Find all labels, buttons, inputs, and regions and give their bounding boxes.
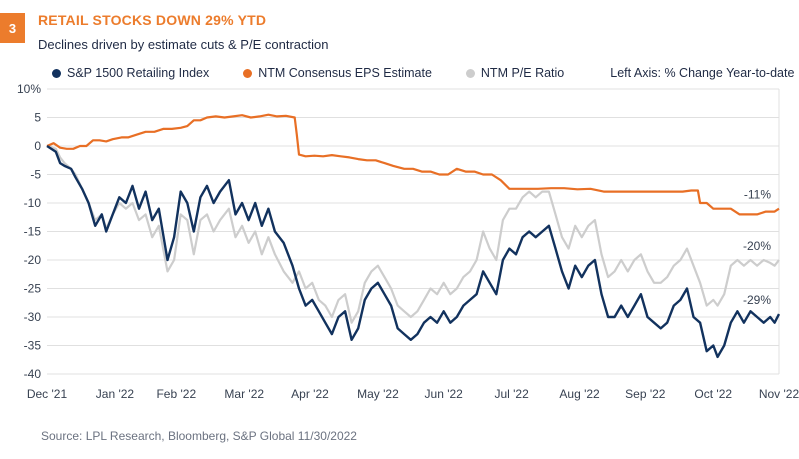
legend-dot-eps: [243, 68, 253, 78]
figure-number-badge: 3: [0, 13, 25, 43]
end-label-eps: -11%: [744, 188, 771, 202]
y-tick-label: 5: [34, 111, 41, 125]
x-tick-label: Sep '22: [625, 387, 666, 401]
legend-label-eps: NTM Consensus EPS Estimate: [258, 66, 432, 80]
x-tick-label: Jun '22: [425, 387, 464, 401]
end-label-layer: -11% -20% -29%: [743, 188, 771, 307]
x-tick-label: Jan '22: [96, 387, 135, 401]
x-tick-label: Aug '22: [559, 387, 600, 401]
chart-title: RETAIL STOCKS DOWN 29% YTD: [38, 12, 267, 28]
y-tick-label: -25: [24, 282, 42, 296]
x-tick-label: Dec '21: [27, 387, 68, 401]
x-tick-label: Oct '22: [694, 387, 732, 401]
x-tick-label: Feb '22: [156, 387, 196, 401]
legend-dot-sp1500: [52, 68, 61, 78]
y-tick-label: -5: [30, 168, 41, 182]
legend-item-eps: NTM Consensus EPS Estimate: [243, 66, 432, 80]
legend-label-sp1500: S&P 1500 Retailing Index: [67, 66, 210, 80]
y-tick-label: -35: [24, 339, 42, 353]
legend-axis-note: Left Axis: % Change Year-to-date: [610, 66, 795, 80]
series-layer: [46, 113, 781, 359]
chart-subtitle: Declines driven by estimate cuts & P/E c…: [38, 37, 329, 52]
legend-item-sp1500: S&P 1500 Retailing Index: [52, 66, 209, 80]
x-tick-label: May '22: [357, 387, 399, 401]
y-tick-label: -10: [24, 196, 42, 210]
chart-legend: S&P 1500 Retailing Index NTM Consensus E…: [52, 66, 794, 80]
y-tick-label: -40: [24, 367, 42, 381]
y-tick-label: -20: [24, 253, 42, 267]
x-tick-label: Nov '22: [759, 387, 799, 401]
end-label-pe: -20%: [743, 239, 771, 253]
grid-layer: [47, 88, 780, 375]
y-tick-label: 0: [34, 139, 41, 153]
y-tick-label: -15: [24, 225, 42, 239]
legend-label-pe: NTM P/E Ratio: [480, 66, 565, 80]
y-tick-label: 10%: [17, 82, 41, 96]
x-tick-label: Apr '22: [291, 387, 329, 401]
series-line-sp1500: [46, 144, 781, 359]
y-tick-label: -30: [24, 310, 42, 324]
series-line-pe: [46, 144, 780, 324]
source-note: Source: LPL Research, Bloomberg, S&P Glo…: [41, 429, 357, 443]
series-line-eps: [46, 113, 780, 216]
line-chart: 10% 5 0 -5 -10 -15 -20 -25 -30 -35 -40 Dec '21 Jan '…: [17, 82, 799, 401]
x-tick-label: Mar '22: [224, 387, 264, 401]
legend-dot-pe: [465, 68, 475, 78]
axis-layer: 10% 5 0 -5 -10 -15 -20 -25 -30 -35 -40 Dec '21 Jan '…: [17, 82, 799, 401]
legend-item-pe: NTM P/E Ratio: [465, 66, 565, 80]
x-tick-label: Jul '22: [494, 387, 529, 401]
end-label-sp1500: -29%: [743, 293, 771, 307]
